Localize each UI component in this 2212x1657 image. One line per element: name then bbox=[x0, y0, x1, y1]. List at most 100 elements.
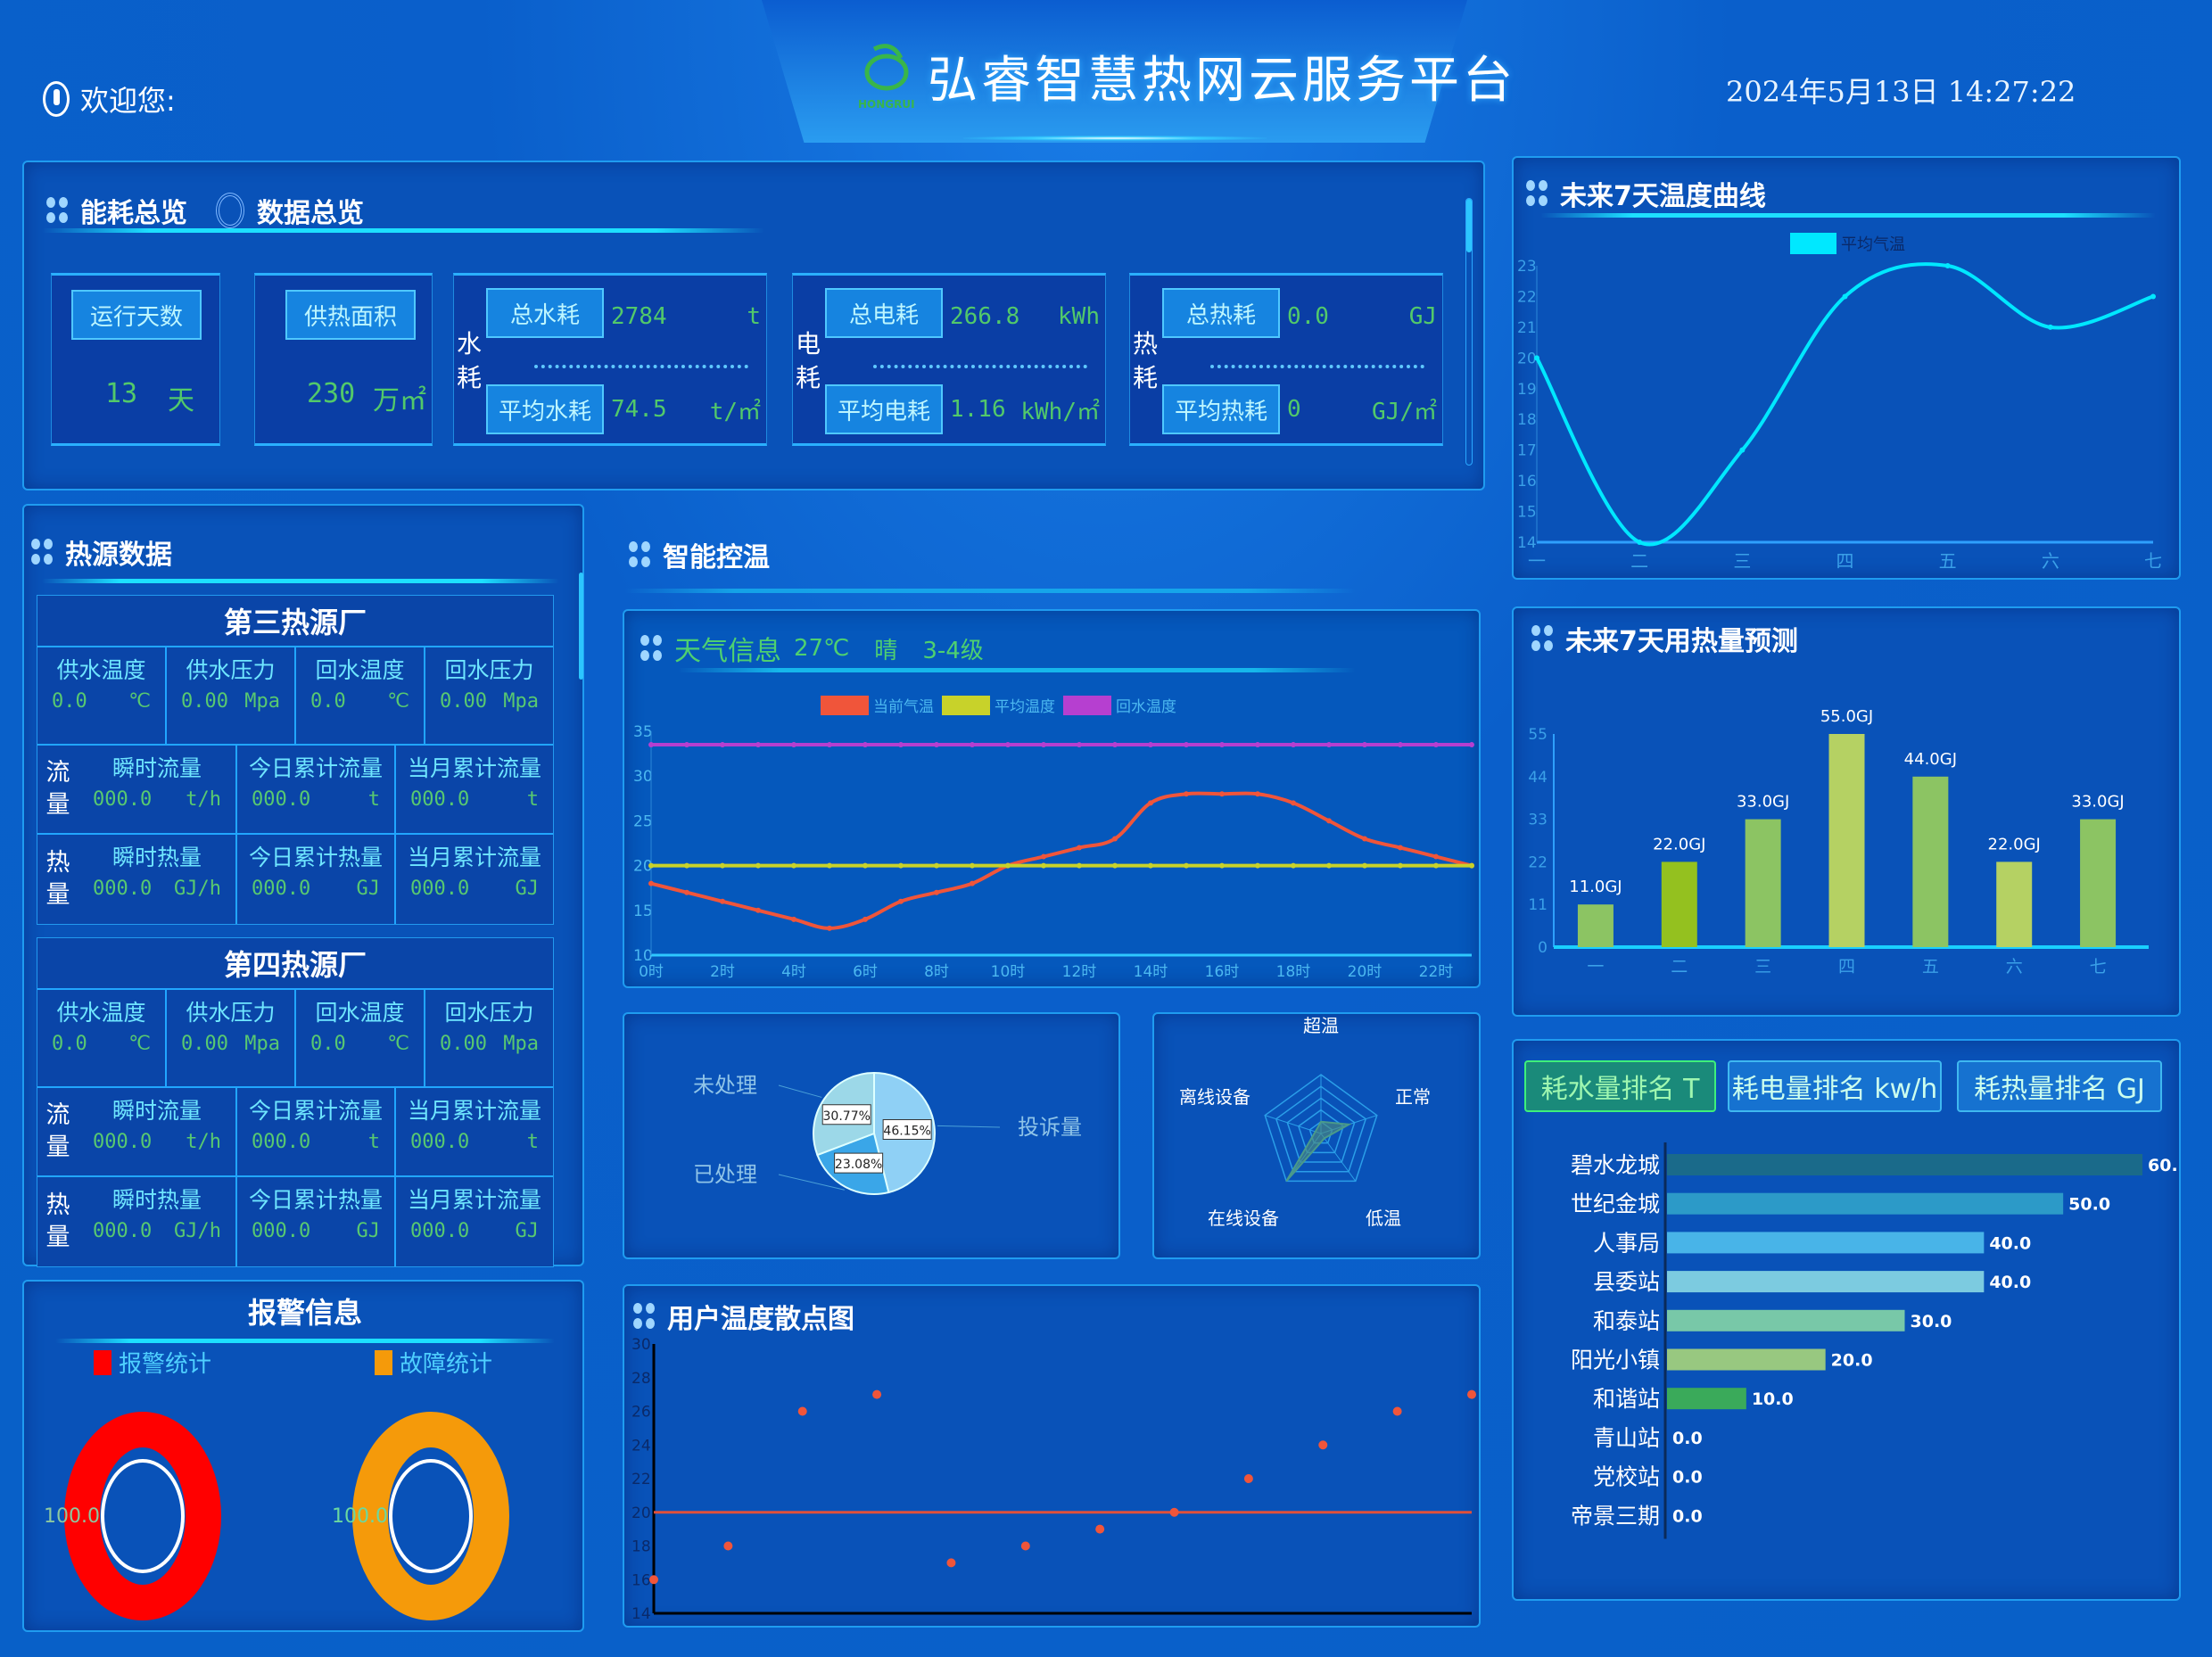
data-point bbox=[1433, 742, 1439, 748]
group-side-label: 水耗 bbox=[456, 329, 482, 392]
x-tick-label: 8时 bbox=[924, 963, 949, 981]
heat-forecast-chart: 0 11 22 33 44 55 11.0GJ 一 22.0GJ 二 33.0GJ 三 55.0GJ 四 4… bbox=[1528, 707, 2149, 977]
ranking-bar bbox=[1667, 1232, 1985, 1254]
y-tick-label: 20 bbox=[631, 1504, 651, 1522]
radar-area bbox=[1285, 1120, 1352, 1183]
data-point bbox=[934, 889, 939, 895]
x-tick-label: 16时 bbox=[1205, 963, 1240, 981]
y-tick-label: 30 bbox=[633, 768, 653, 786]
y-tick-label: 22 bbox=[1517, 288, 1537, 306]
metric-value: 0.00 bbox=[440, 690, 487, 713]
scatter-point bbox=[1243, 1474, 1253, 1483]
metric-label: 供水温度 bbox=[56, 1000, 146, 1026]
energy-group-card: 水耗 总水耗 2784 t 平均水耗 74.5 t/㎡ bbox=[453, 273, 767, 446]
metric-cell: 当月累计流量 000.0 GJ bbox=[396, 835, 553, 924]
temp-7day-chart: 14 15 16 17 18 19 20 21 22 23 一 二 三 四 五 六 七 平均气温 bbox=[1517, 233, 2162, 572]
area-card: 供热面积 230 万㎡ bbox=[254, 273, 433, 446]
y-tick-label: 15 bbox=[633, 903, 653, 920]
legend-fault[interactable]: 故障统计 bbox=[375, 1346, 492, 1379]
panel-scrollbar[interactable] bbox=[579, 573, 583, 680]
group-side-label: 热耗 bbox=[1132, 329, 1158, 392]
metric-unit: t bbox=[526, 1131, 539, 1153]
data-point bbox=[1148, 800, 1153, 806]
x-tick-label: 二 bbox=[1671, 957, 1688, 977]
metric-label: 回水压力 bbox=[444, 657, 534, 683]
x-tick-label: 七 bbox=[2144, 550, 2162, 572]
ranking-value-label: 30.0 bbox=[1911, 1312, 1952, 1331]
metric-unit: Mpa bbox=[503, 1033, 539, 1055]
smart-temp-title: 智能控温 bbox=[629, 535, 770, 574]
x-tick-label: 三 bbox=[1733, 550, 1751, 572]
metric-value: 000.0 bbox=[410, 1220, 470, 1242]
heat-forecast-panel: 未来7天用热量预测 0 11 22 33 44 55 11.0GJ 一 22.0GJ 二 33.0G… bbox=[1512, 606, 2181, 1017]
divider bbox=[1210, 365, 1424, 368]
bar-data-label: 11.0GJ bbox=[1569, 878, 1622, 896]
data-point bbox=[1362, 742, 1367, 748]
bar bbox=[2080, 819, 2117, 947]
data-point bbox=[1041, 742, 1046, 748]
legend-swatch bbox=[821, 696, 869, 715]
legend-label: 当前气温 bbox=[873, 698, 934, 716]
metric-cell: 今日累计流量 000.0 t bbox=[237, 746, 396, 833]
ranking-value-label: 40.0 bbox=[1989, 1233, 2031, 1253]
ranking-panel: 耗水量排名 T 耗电量排名 kw/h 耗热量排名 GJ 碧水龙城 60. 世纪金城 5… bbox=[1512, 1039, 2181, 1601]
metric-cell: 供水压力 0.00 Mpa bbox=[167, 647, 296, 744]
tab-electricity-ranking[interactable]: 耗电量排名 kw/h bbox=[1728, 1060, 1942, 1112]
tab-data-overview[interactable]: 数据总览 bbox=[216, 191, 364, 230]
series-line bbox=[650, 791, 1473, 930]
logo: HONGRUI bbox=[856, 40, 919, 111]
legend-label: 平均温度 bbox=[995, 698, 1055, 716]
user-icon[interactable] bbox=[43, 81, 70, 117]
ranking-value-label: 40.0 bbox=[1989, 1273, 2031, 1292]
x-tick-label: 六 bbox=[2006, 957, 2023, 977]
y-tick-label: 14 bbox=[1517, 534, 1537, 552]
data-point bbox=[827, 862, 832, 869]
heat-source-panel: 热源数据 第三热源厂 供水温度 0.0 ℃ 供水压力 0.00 Mpa 回水温度 0.0 ℃ 回水… bbox=[22, 504, 584, 1267]
y-tick-label: 20 bbox=[633, 858, 653, 876]
alarm-panel: 报警信息 报警统计 故障统计 100.0 100.0 bbox=[22, 1280, 584, 1632]
metric-value: 000.0 bbox=[410, 1131, 470, 1153]
data-point bbox=[970, 862, 975, 869]
fault-donut-inner bbox=[389, 1459, 473, 1573]
x-tick-label: 五 bbox=[1922, 957, 1939, 977]
data-point bbox=[1326, 818, 1332, 824]
tab-heat-ranking[interactable]: 耗热量排名 GJ bbox=[1957, 1060, 2162, 1112]
legend-swatch bbox=[1063, 696, 1111, 715]
pie-percent-label: 46.15% bbox=[883, 1124, 930, 1138]
weather-info: 天气信息 27℃ 晴 3-4级 bbox=[640, 629, 984, 668]
header-banner bbox=[762, 0, 1467, 143]
metric-value: 000.0 bbox=[93, 1220, 153, 1242]
ranking-bar bbox=[1667, 1192, 2064, 1215]
total-unit: t bbox=[747, 303, 761, 330]
datetime: 2024年5月13日 14:27:22 bbox=[1726, 75, 2076, 109]
device-status-panel: 超温 正常 低温 在线设备 离线设备 bbox=[1152, 1012, 1481, 1259]
data-point bbox=[970, 742, 975, 748]
data-point bbox=[755, 742, 761, 748]
data-point bbox=[684, 862, 689, 869]
data-point bbox=[1219, 791, 1225, 797]
row-side-label: 热量 bbox=[45, 849, 70, 909]
panel-scrollbar[interactable] bbox=[1465, 198, 1473, 466]
metric-cell: 瞬时热量 000.0 GJ/h bbox=[78, 1177, 237, 1266]
title-underline bbox=[42, 579, 559, 583]
data-point bbox=[1041, 862, 1046, 869]
metric-cell: 当月累计流量 000.0 t bbox=[396, 746, 553, 833]
pie-slice-name: 未处理 bbox=[693, 1073, 757, 1098]
metric-label: 瞬时热量 bbox=[111, 1187, 202, 1213]
tab-energy-overview[interactable]: 能耗总览 bbox=[46, 191, 187, 230]
avg-value: 0 bbox=[1287, 396, 1301, 423]
data-point bbox=[1362, 836, 1367, 842]
y-tick-label: 22 bbox=[1528, 853, 1548, 871]
fault-donut[interactable] bbox=[352, 1412, 509, 1620]
alarm-title: 报警信息 bbox=[247, 1296, 362, 1330]
avg-label: 平均电耗 bbox=[825, 384, 943, 434]
data-point bbox=[898, 862, 904, 869]
complaints-pie-chart: 46.15% 投诉量 23.08% 已处理 30.77% 未处理 bbox=[693, 1071, 1082, 1195]
metric-unit: GJ bbox=[515, 1220, 540, 1242]
metric-value: 0.0 bbox=[52, 690, 87, 713]
header-glow bbox=[963, 136, 1267, 141]
alarm-donut[interactable] bbox=[64, 1412, 221, 1620]
data-point bbox=[720, 742, 725, 748]
tab-water-ranking[interactable]: 耗水量排名 T bbox=[1524, 1060, 1716, 1112]
legend-alarm[interactable]: 报警统计 bbox=[94, 1346, 211, 1379]
